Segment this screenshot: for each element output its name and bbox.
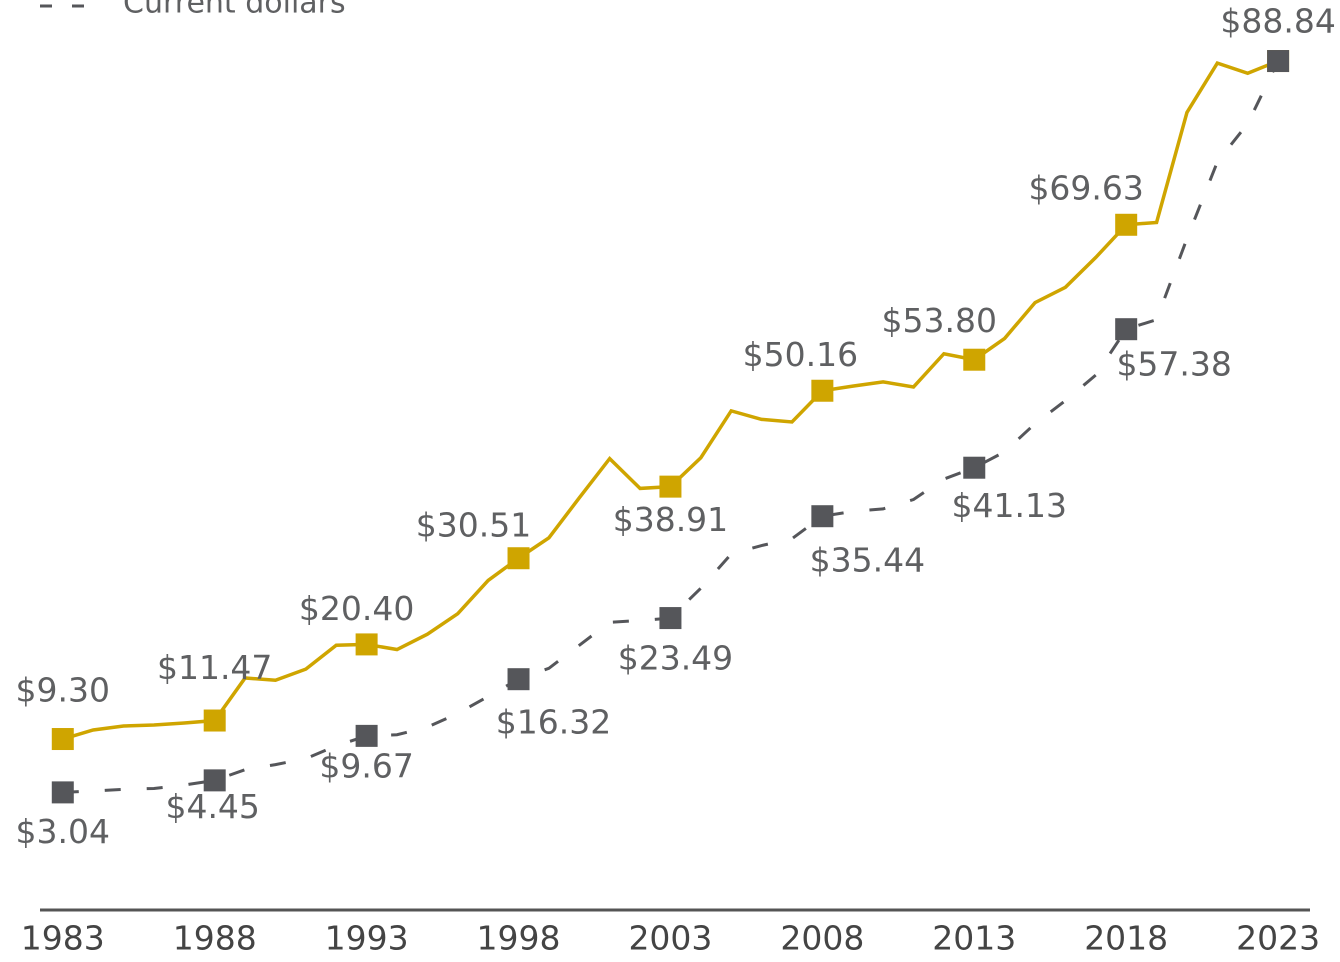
point-marker [1115, 213, 1138, 236]
data-label: $69.63 [1028, 168, 1143, 207]
data-label: $88.84 [1220, 2, 1335, 41]
data-label: $30.51 [416, 506, 531, 545]
point-marker [203, 709, 226, 732]
data-label: $41.13 [952, 486, 1067, 525]
point-marker [1267, 50, 1290, 73]
data-label: $11.47 [157, 648, 272, 687]
x-tick-label: 2018 [1084, 919, 1168, 958]
point-marker [963, 348, 986, 371]
point-marker [1115, 318, 1138, 341]
data-label: $3.04 [16, 812, 110, 851]
legend-label: Current dollars [123, 0, 346, 21]
data-label: $9.30 [16, 671, 110, 710]
point-marker [811, 379, 834, 402]
point-marker [51, 781, 74, 804]
x-tick-label: 2003 [628, 919, 712, 958]
point-marker [659, 475, 682, 498]
point-marker [507, 547, 530, 570]
data-label: $57.38 [1116, 345, 1231, 384]
x-tick-label: 1988 [173, 919, 257, 958]
data-label: $20.40 [299, 589, 414, 628]
point-marker [963, 456, 986, 479]
x-tick-label: 2008 [780, 919, 864, 958]
data-label: $50.16 [743, 335, 858, 374]
point-marker [203, 769, 226, 792]
x-tick-label: 2023 [1236, 919, 1320, 958]
point-marker [355, 633, 378, 656]
point-marker [355, 724, 378, 747]
point-marker [659, 607, 682, 630]
x-tick-label: 1983 [21, 919, 105, 958]
x-tick-label: 1993 [325, 919, 409, 958]
series-line [62, 59, 1279, 741]
data-label: $35.44 [810, 541, 925, 580]
data-label: $38.91 [613, 500, 728, 539]
point-marker [811, 505, 834, 528]
data-label: $16.32 [496, 703, 611, 742]
x-tick-label: 2013 [932, 919, 1016, 958]
data-label: $23.49 [618, 639, 733, 678]
x-tick-label: 1998 [477, 919, 561, 958]
data-label: $53.80 [882, 301, 997, 340]
point-marker [507, 668, 530, 691]
point-marker [51, 728, 74, 751]
data-label: $9.67 [319, 746, 413, 785]
data-label: $4.45 [165, 787, 259, 826]
